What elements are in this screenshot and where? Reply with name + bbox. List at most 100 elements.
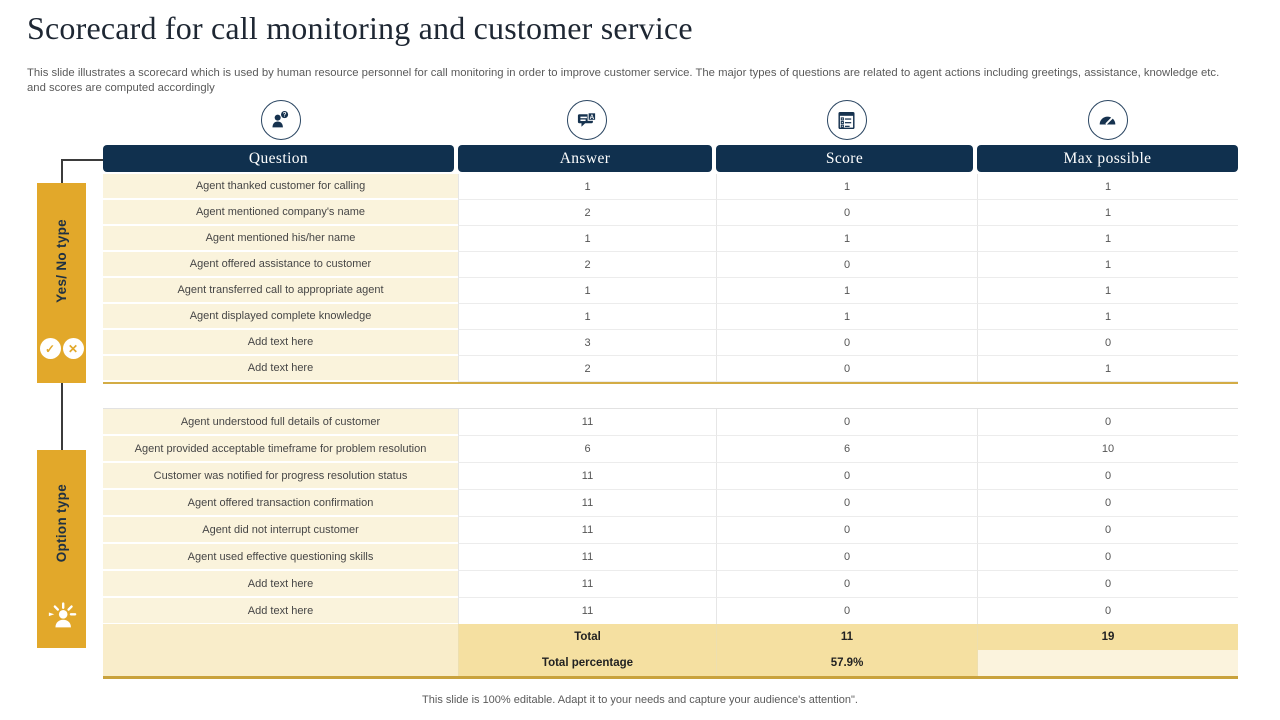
answer-cell: 1 [458, 226, 716, 252]
table-row: Agent mentioned company's name 2 0 1 [103, 200, 1238, 226]
check-icon: ✓ [39, 338, 61, 359]
score-cell: 0 [716, 544, 977, 571]
max-gauge-icon [1087, 100, 1128, 140]
table-row: Agent used effective questioning skills 1… [103, 544, 1238, 571]
max-cell: 1 [977, 304, 1238, 330]
column-header-answer: Answer [458, 145, 712, 172]
score-cell: 0 [716, 490, 977, 517]
connector-line [61, 159, 63, 183]
column-header-score: Score [716, 145, 973, 172]
total-score-value: 11 [716, 624, 977, 650]
total-percentage-label: Total percentage [458, 650, 716, 676]
score-cell: 0 [716, 598, 977, 625]
question-person-icon: ? [260, 100, 301, 140]
svg-text:A: A [589, 113, 594, 120]
answer-cell: 2 [458, 252, 716, 278]
question-cell: Agent offered assistance to customer [103, 252, 458, 278]
answer-cell: 11 [458, 409, 716, 436]
score-cell: 1 [716, 174, 977, 200]
table-row: Add text here 11 0 0 [103, 571, 1238, 598]
yes-no-badges: ✓ ✕ [39, 338, 84, 359]
max-cell: 0 [977, 409, 1238, 436]
column-icons-row: ? A [103, 100, 1238, 140]
table-row: Add text here 2 0 1 [103, 356, 1238, 382]
max-cell: 0 [977, 544, 1238, 571]
answer-cell: 6 [458, 436, 716, 463]
answer-cell: 11 [458, 463, 716, 490]
question-cell: Agent did not interrupt customer [103, 517, 458, 544]
table-bottom-line [103, 676, 1238, 679]
score-cell: 0 [716, 330, 977, 356]
table-row: Agent did not interrupt customer 11 0 0 [103, 517, 1238, 544]
idea-person-icon [45, 600, 79, 636]
answer-cell: 1 [458, 304, 716, 330]
section-divider-line [103, 382, 1238, 384]
score-cell: 0 [716, 356, 977, 382]
max-cell: 0 [977, 463, 1238, 490]
score-cell: 0 [716, 517, 977, 544]
table-row: Agent transferred call to appropriate ag… [103, 278, 1238, 304]
question-cell-placeholder[interactable]: Add text here [103, 598, 458, 625]
score-cell: 1 [716, 226, 977, 252]
max-cell: 10 [977, 436, 1238, 463]
score-cell: 6 [716, 436, 977, 463]
column-header-question: Question [103, 145, 454, 172]
score-cell: 0 [716, 463, 977, 490]
cross-icon: ✕ [62, 338, 84, 359]
score-cell: 0 [716, 571, 977, 598]
max-cell: 1 [977, 226, 1238, 252]
max-cell: 0 [977, 598, 1238, 625]
table-row: Add text here 11 0 0 [103, 598, 1238, 625]
answer-cell: 11 [458, 598, 716, 625]
table-row: Customer was notified for progress resol… [103, 463, 1238, 490]
answer-cell: 11 [458, 571, 716, 598]
max-cell: 1 [977, 200, 1238, 226]
question-cell-placeholder[interactable]: Add text here [103, 330, 458, 356]
total-row: Total 11 19 [103, 624, 1238, 650]
max-cell: 0 [977, 330, 1238, 356]
max-cell: 1 [977, 356, 1238, 382]
score-cell: 1 [716, 278, 977, 304]
answer-cell: 11 [458, 490, 716, 517]
total-percentage-row: Total percentage 57.9% [103, 650, 1238, 676]
answer-cell: 1 [458, 174, 716, 200]
answer-cell: 11 [458, 544, 716, 571]
score-checklist-icon [826, 100, 867, 140]
table-row: Agent thanked customer for calling 1 1 1 [103, 174, 1238, 200]
max-cell: 0 [977, 517, 1238, 544]
total-percentage-value: 57.9% [716, 650, 977, 676]
max-cell: 1 [977, 278, 1238, 304]
table-header-row: Question Answer Score Max possible [103, 145, 1238, 172]
table-row: Agent offered transaction confirmation 11… [103, 490, 1238, 517]
column-header-max: Max possible [977, 145, 1238, 172]
question-cell: Agent offered transaction confirmation [103, 490, 458, 517]
question-cell: Agent mentioned company's name [103, 200, 458, 226]
yes-no-section: Agent thanked customer for calling 1 1 1 Ag… [103, 174, 1238, 382]
question-cell: Agent transferred call to appropriate ag… [103, 278, 458, 304]
max-cell: 0 [977, 571, 1238, 598]
page-title: Scorecard for call monitoring and custom… [27, 10, 693, 46]
connector-line [61, 383, 63, 450]
question-cell: Customer was notified for progress resol… [103, 463, 458, 490]
max-cell: 0 [977, 490, 1238, 517]
score-cell: 1 [716, 304, 977, 330]
question-cell-placeholder[interactable]: Add text here [103, 571, 458, 598]
question-cell: Agent thanked customer for calling [103, 174, 458, 200]
score-cell: 0 [716, 252, 977, 278]
question-cell: Agent used effective questioning skills [103, 544, 458, 571]
answer-cell: 2 [458, 356, 716, 382]
answer-cell: 3 [458, 330, 716, 356]
question-cell: Agent mentioned his/her name [103, 226, 458, 252]
question-cell-placeholder[interactable]: Add text here [103, 356, 458, 382]
answer-cell: 11 [458, 517, 716, 544]
table-row: Add text here 3 0 0 [103, 330, 1238, 356]
question-cell: Agent provided acceptable timeframe for … [103, 436, 458, 463]
total-label: Total [458, 624, 716, 650]
percentage-row-question-spacer [103, 650, 458, 676]
answer-speech-bubble-icon: A [567, 100, 607, 140]
footer-note: This slide is 100% editable. Adapt it to… [422, 694, 858, 706]
connector-line [61, 159, 103, 161]
max-cell: 1 [977, 252, 1238, 278]
score-cell: 0 [716, 409, 977, 436]
